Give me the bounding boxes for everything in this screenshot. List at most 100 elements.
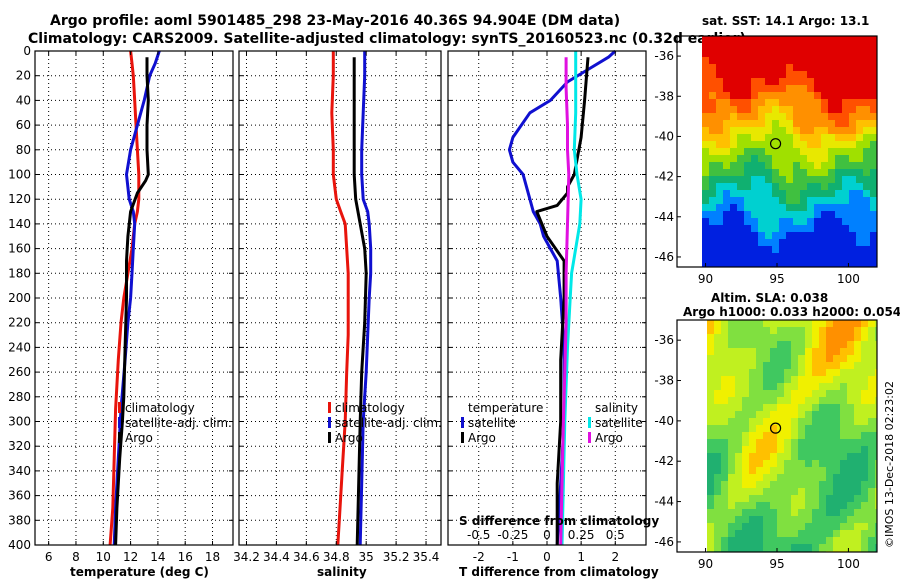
sst-map-cells	[702, 36, 877, 267]
map-cell	[756, 544, 763, 551]
sla-map-ticks: 90 95 100-36-38-40-42-44-46	[654, 333, 859, 571]
map-cell	[849, 197, 856, 204]
map-cell	[779, 183, 786, 190]
map-cell	[805, 453, 812, 460]
map-cell	[847, 348, 854, 355]
map-cell	[793, 190, 800, 197]
map-cell	[744, 253, 751, 260]
map-cell	[840, 348, 847, 355]
map-cell	[861, 481, 868, 488]
map-cell	[812, 502, 819, 509]
map-cell	[826, 467, 833, 474]
map-cell	[793, 176, 800, 183]
map-cell	[707, 544, 714, 551]
map-cell	[868, 432, 875, 439]
map-cell	[840, 404, 847, 411]
map-cell	[840, 502, 847, 509]
map-cell	[758, 78, 765, 85]
map-cell	[854, 348, 861, 355]
map-cell	[833, 460, 840, 467]
map-cell	[709, 190, 716, 197]
map-cell	[870, 155, 877, 162]
map-cell	[861, 320, 868, 327]
map-cell	[777, 481, 784, 488]
map-cell	[791, 411, 798, 418]
map-cell	[707, 453, 714, 460]
map-cell	[735, 341, 742, 348]
map-cell	[819, 362, 826, 369]
map-cell	[856, 127, 863, 134]
map-cell	[756, 439, 763, 446]
map-cell	[863, 43, 870, 50]
map-cell	[784, 390, 791, 397]
map-cell	[833, 439, 840, 446]
map-cell	[800, 232, 807, 239]
map-cell	[758, 148, 765, 155]
map-cell	[854, 453, 861, 460]
map-cell	[723, 183, 730, 190]
map-cell	[786, 106, 793, 113]
map-cell	[707, 523, 714, 530]
map-cell	[779, 155, 786, 162]
map-cell	[714, 439, 721, 446]
map-cell	[875, 453, 877, 460]
legend-t-argo: Argo	[468, 431, 496, 445]
map-cell	[849, 232, 856, 239]
map-cell	[744, 183, 751, 190]
map-cell	[716, 85, 723, 92]
map-cell	[735, 348, 742, 355]
map-cell	[772, 50, 779, 57]
x2-tick-label: 0	[543, 528, 551, 542]
map-cell	[763, 355, 770, 362]
map-cell	[819, 334, 826, 341]
x-tick-label: 35	[359, 550, 374, 564]
map-cell	[716, 162, 723, 169]
map-cell	[849, 71, 856, 78]
map-cell	[702, 218, 709, 225]
map-cell	[805, 383, 812, 390]
map-cell	[849, 78, 856, 85]
map-cell	[737, 260, 744, 267]
map-cell	[791, 418, 798, 425]
map-cell	[709, 211, 716, 218]
map-cell	[786, 239, 793, 246]
map-cell	[763, 530, 770, 537]
map-cell	[863, 190, 870, 197]
map-cell	[716, 232, 723, 239]
map-cell	[770, 446, 777, 453]
map-cell	[786, 36, 793, 43]
map-cell	[840, 355, 847, 362]
map-cell	[807, 127, 814, 134]
map-cell	[777, 523, 784, 530]
map-cell	[842, 85, 849, 92]
map-cell	[807, 190, 814, 197]
map-cell	[793, 43, 800, 50]
map-cell	[861, 341, 868, 348]
map-cell	[807, 43, 814, 50]
map-cell	[721, 502, 728, 509]
map-cell	[714, 481, 721, 488]
map-cell	[812, 362, 819, 369]
map-cell	[765, 155, 772, 162]
map-cell	[770, 502, 777, 509]
map-cell	[814, 162, 821, 169]
map-cell	[744, 127, 751, 134]
map-cell	[728, 446, 735, 453]
map-cell	[798, 418, 805, 425]
map-cell	[856, 57, 863, 64]
map-cell	[751, 71, 758, 78]
map-cell	[779, 176, 786, 183]
map-cell	[786, 232, 793, 239]
map-cell	[793, 148, 800, 155]
map-cell	[805, 439, 812, 446]
map-cell	[716, 183, 723, 190]
map-cell	[784, 495, 791, 502]
map-cell	[868, 544, 875, 551]
map-cell	[784, 467, 791, 474]
map-cell	[793, 78, 800, 85]
map-cell	[819, 537, 826, 544]
y-tick-label: 220	[8, 316, 31, 330]
map-cell	[765, 190, 772, 197]
map-cell	[763, 460, 770, 467]
map-cell	[756, 502, 763, 509]
